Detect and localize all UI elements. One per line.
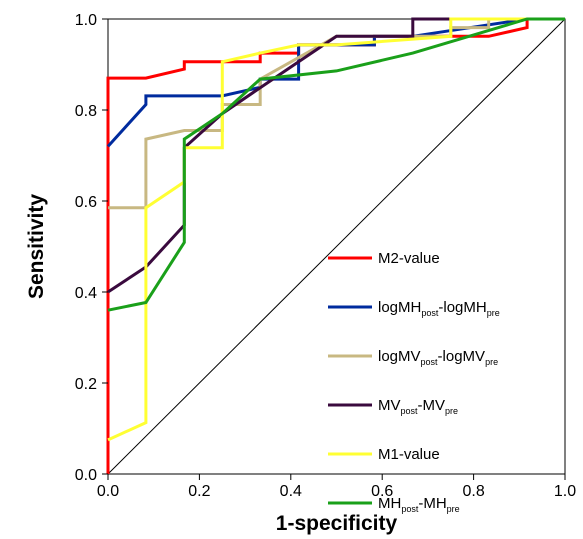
series-line-4	[107, 17, 565, 294]
legend-text-part: logMH	[378, 299, 421, 316]
x-axis-ticks: 0.0 0.2 0.4 0.6 0.8 1.0	[97, 474, 576, 500]
legend-text-part: -MV	[418, 397, 446, 414]
series-line-3	[108, 17, 565, 210]
y-tick-label: 0.2	[75, 376, 97, 393]
y-tick-label: 0.6	[75, 194, 97, 211]
legend-subscript: post	[421, 357, 439, 367]
reference-diagonal	[107, 18, 566, 475]
legend-text-part: logMV	[378, 348, 421, 365]
legend-text-part: MV	[378, 397, 401, 414]
legend-label-1: M2-value	[378, 250, 440, 267]
series-line-2	[106, 17, 565, 148]
legend-subscript: pre	[485, 357, 498, 367]
legend-label-6: MHpost-MHpre	[378, 495, 460, 514]
y-tick-label: 0.4	[75, 285, 97, 302]
legend-subscript: post	[421, 308, 439, 318]
legend-label-2: logMHpost-logMHpre	[378, 299, 500, 318]
y-tick-label: 0.8	[75, 103, 97, 120]
legend-text-part: -logMH	[438, 299, 486, 316]
x-tick-label: 0.8	[462, 483, 484, 500]
legend-text-part: M1-value	[378, 446, 440, 463]
legend-label-5: M1-value	[378, 446, 440, 463]
x-tick-label: 0.6	[371, 483, 393, 500]
x-tick-label: 0.4	[280, 483, 302, 500]
legend-subscript: pre	[447, 504, 460, 514]
y-axis-ticks: 0.0 0.2 0.4 0.6 0.8 1.0	[75, 12, 108, 484]
legend-text-part: -MH	[418, 495, 446, 512]
x-tick-label: 0.0	[97, 483, 119, 500]
y-tick-label: 1.0	[75, 12, 97, 29]
legend-text-part: -logMV	[438, 348, 486, 365]
series-line-6	[107, 17, 565, 312]
plot-area	[106, 17, 566, 475]
x-tick-label: 0.2	[188, 483, 210, 500]
legend-subscript: post	[401, 406, 419, 416]
x-axis-title: 1-specificity	[276, 512, 398, 535]
legend-text-part: M2-value	[378, 250, 440, 267]
legend-label-3: logMVpost-logMVpre	[378, 348, 498, 367]
series-line-5	[107, 17, 565, 442]
legend-subscript: pre	[487, 308, 500, 318]
x-tick-label: 1.0	[554, 483, 576, 500]
legend-subscript: post	[401, 504, 419, 514]
legend-subscript: pre	[445, 406, 458, 416]
y-tick-label: 0.0	[75, 467, 97, 484]
y-axis-title: Sensitivity	[25, 194, 48, 299]
legend-label-4: MVpost-MVpre	[378, 397, 458, 416]
series-layer	[106, 17, 565, 474]
legend: M2-valuelogMHpost-logMHprelogMVpost-logM…	[328, 250, 500, 514]
legend-text-part: MH	[378, 495, 401, 512]
